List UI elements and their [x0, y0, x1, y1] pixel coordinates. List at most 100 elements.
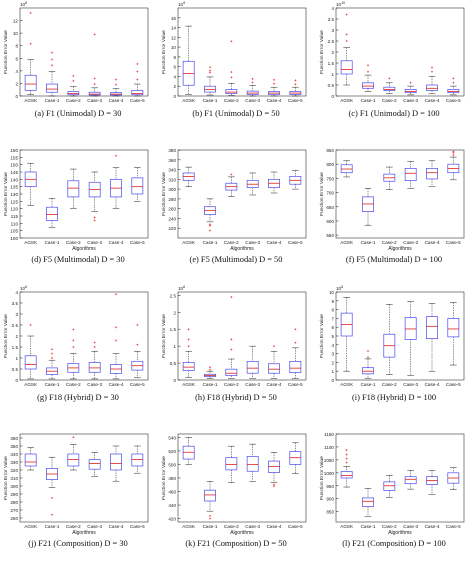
x-tick-label: AGSK — [24, 240, 38, 245]
y-tick-label: 0.5 — [12, 367, 19, 372]
y-tick-label: 8 — [173, 55, 176, 60]
box-case-2 — [383, 77, 396, 95]
box-iqr — [426, 84, 438, 91]
outlier-marker — [187, 345, 190, 348]
y-exponent: 108 — [20, 1, 27, 7]
panel-caption: (g) F18 (Hybrid) D = 30 — [37, 393, 119, 402]
y-tick-label: 2 — [15, 334, 18, 339]
box-case-3 — [246, 77, 259, 97]
box-case-4 — [426, 66, 438, 95]
y-tick-label: 16 — [171, 16, 177, 21]
box-case-1 — [362, 488, 374, 517]
box-iqr — [383, 86, 396, 91]
x-tick-label: Case-2 — [66, 524, 81, 529]
x-tick-label: Case-4 — [425, 98, 440, 103]
x-tick-label: Case-1 — [361, 240, 376, 245]
outlier-marker — [345, 33, 348, 36]
y-tick-label: 3 — [331, 28, 334, 33]
outlier-marker — [208, 229, 212, 232]
y-tick-label: 1150 — [324, 432, 334, 437]
box-agsk — [340, 297, 353, 372]
outlier-marker — [388, 77, 391, 80]
box-iqr — [131, 89, 144, 96]
y-tick-label: 340 — [10, 452, 18, 457]
box-iqr — [204, 85, 216, 93]
y-tick-label: 0.5 — [170, 361, 177, 366]
x-tick-label: Case-4 — [425, 240, 440, 245]
y-tick-label: 290 — [10, 492, 18, 497]
x-tick-label: Case-1 — [45, 524, 60, 529]
outlier-marker — [452, 77, 455, 80]
box-case-4 — [426, 469, 438, 495]
outlier-marker — [136, 70, 139, 73]
box-case-1 — [204, 481, 216, 520]
outlier-marker — [50, 51, 54, 54]
box-iqr — [362, 82, 374, 89]
chart-panel-1: 0 2 4 6 8 10 12 108 Function Error Value AGSK Case… — [3, 1, 149, 118]
x-tick-label: Case-3 — [245, 240, 260, 245]
x-tick-label: Case-5 — [446, 382, 461, 387]
box-iqr — [426, 316, 438, 339]
box-case-1 — [46, 198, 58, 228]
outlier-marker — [208, 66, 212, 69]
y-tick-label: 155 — [10, 155, 18, 160]
box-case-3 — [404, 161, 417, 189]
y-tick-label: 300 — [168, 187, 176, 192]
panel-caption: (k) F21 (Composition) D = 50 — [185, 539, 286, 548]
box-agsk — [340, 160, 353, 178]
box-case-2 — [67, 74, 80, 97]
x-tick-label: Case-5 — [288, 524, 303, 529]
chart-panel-6: 550 600 650 700 750 800 850 Function Error Valu… — [319, 148, 465, 264]
outlier-marker — [50, 348, 54, 351]
y-tick-label: 2.5 — [170, 293, 177, 298]
y-tick-label: 380 — [168, 148, 176, 153]
box-iqr — [24, 453, 37, 467]
y-tick-label: 100 — [10, 236, 18, 241]
outlier-marker — [208, 514, 212, 518]
y-tick-label: 2 — [173, 84, 176, 89]
box-case-4 — [268, 78, 280, 97]
box-iqr — [340, 471, 353, 479]
box-case-1 — [46, 456, 58, 516]
box-iqr — [404, 317, 417, 340]
y-tick-label: 850 — [326, 148, 334, 153]
outlier-marker — [93, 33, 96, 36]
y-tick-label: 12 — [171, 35, 177, 40]
panel-caption: (e) F5 (Multimodal) D = 50 — [190, 255, 283, 264]
x-tick-label: Case-4 — [267, 382, 282, 387]
y-tick-label: 115 — [11, 214, 19, 219]
box-iqr — [182, 362, 195, 371]
outlier-marker — [345, 457, 348, 460]
outlier-marker — [93, 219, 96, 222]
y-axis-label: Function Error Value — [3, 172, 9, 216]
x-tick-label: Case-5 — [288, 98, 303, 103]
x-tick-label: Case-5 — [130, 524, 145, 529]
box-case-4 — [268, 171, 280, 194]
x-tick-label: Case-2 — [224, 382, 239, 387]
outlier-marker — [230, 70, 233, 74]
y-tick-label: 3 — [331, 352, 334, 357]
x-tick-label: Case-5 — [288, 382, 303, 387]
box-case-2 — [225, 295, 238, 379]
x-tick-label: AGSK — [340, 98, 354, 103]
y-tick-label: 540 — [168, 435, 176, 440]
outlier-marker — [50, 356, 54, 360]
y-tick-label: 2.5 — [328, 39, 335, 44]
box-case-3 — [246, 443, 259, 482]
y-tick-label: 0 — [331, 378, 334, 383]
y-tick-label: 105 — [10, 229, 18, 234]
box-iqr — [225, 368, 238, 376]
y-tick-label: 1 — [173, 344, 176, 349]
panel-caption: (b) F1 (Unimodal) D = 50 — [192, 109, 279, 118]
box-agsk — [340, 13, 353, 86]
y-tick-label: 140 — [10, 177, 18, 182]
plot-frame — [19, 7, 149, 97]
y-tick-label: 150 — [10, 163, 18, 168]
y-tick-label: 480 — [168, 476, 176, 481]
outlier-marker — [208, 71, 212, 74]
box-iqr — [404, 89, 417, 94]
x-tick-label: Case-4 — [425, 382, 440, 387]
box-case-1 — [362, 188, 374, 226]
box-iqr — [426, 168, 438, 180]
box-case-4 — [268, 452, 280, 488]
